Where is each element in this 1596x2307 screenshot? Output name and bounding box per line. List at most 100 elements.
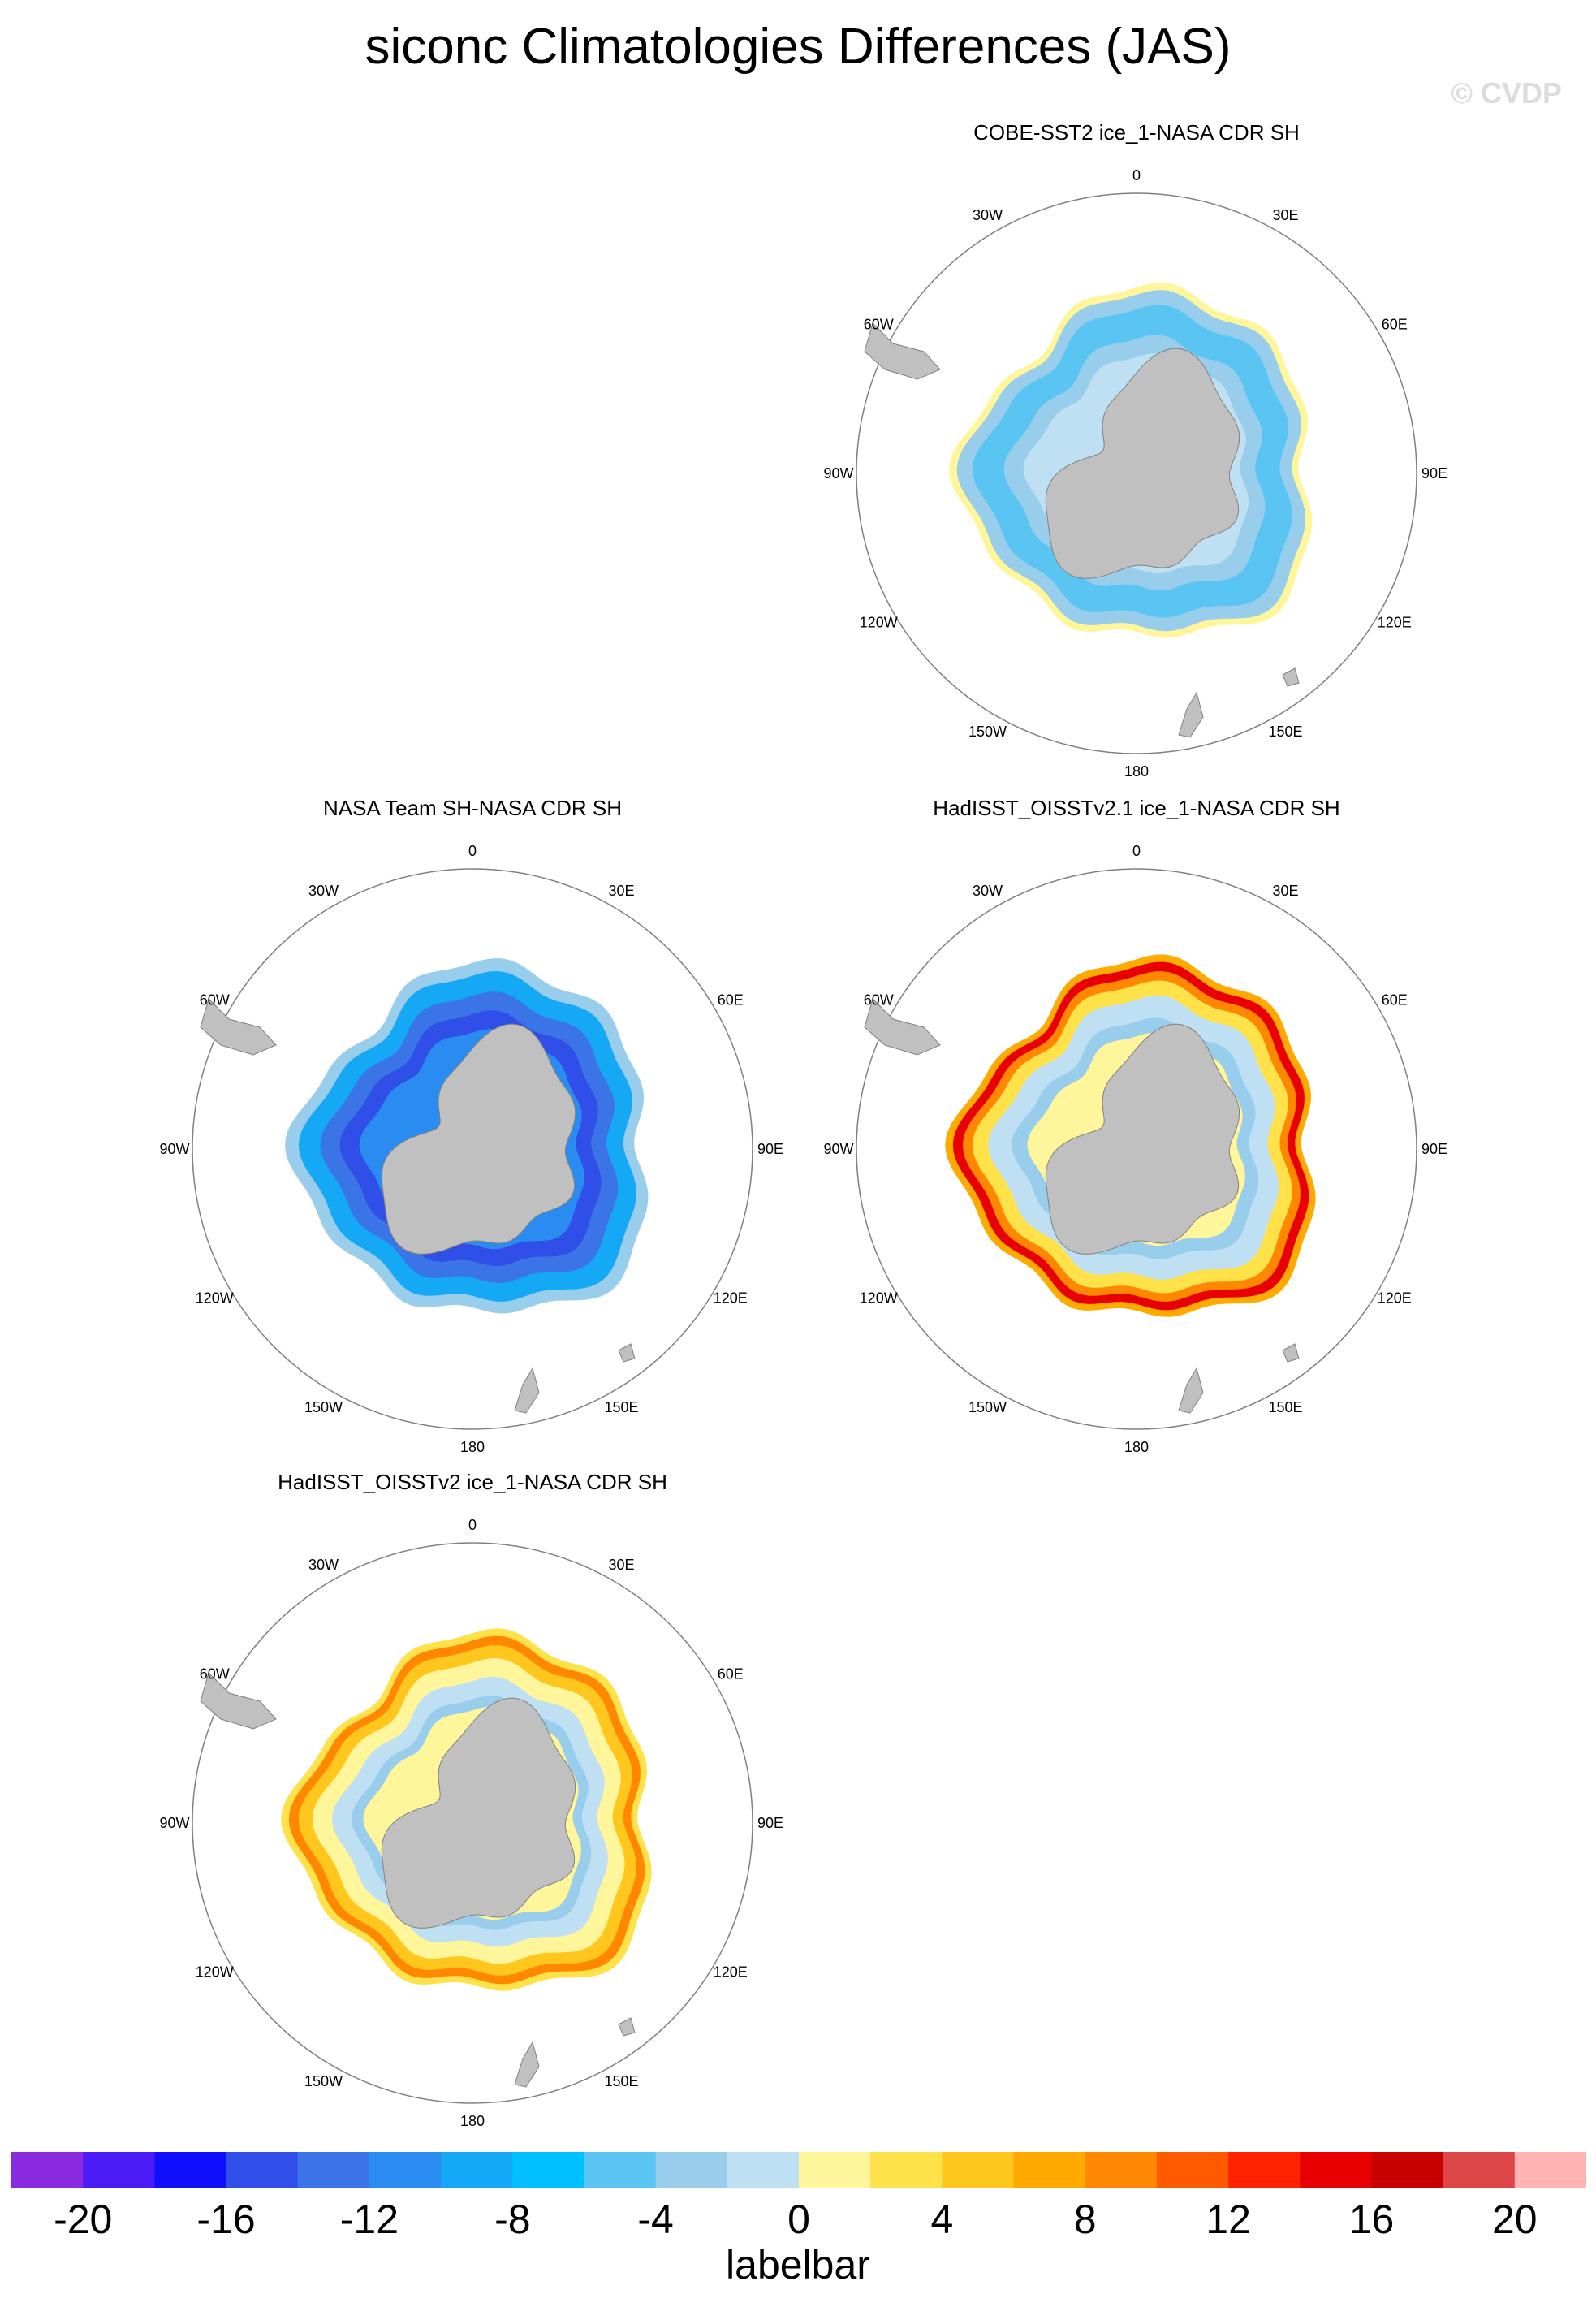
panel-title: COBE-SST2 ice_1-NASA CDR SH (973, 120, 1300, 145)
antarctica-land (1045, 1023, 1240, 1255)
colorbar-box (942, 2152, 1015, 2188)
longitude-label-top: 0 (468, 1517, 477, 1533)
new-zealand-land (1178, 1367, 1204, 1414)
colorbar-box (1443, 2152, 1516, 2188)
longitude-label-lower_left: 150W (304, 2073, 343, 2089)
map-panel-hadisst-oisstv21: HadISST_OISSTv2.1 ice_1-NASA CDR SH 0 30E… (812, 796, 1461, 1494)
antarctica-land (381, 1697, 576, 1929)
longitude-label-left_upper: 60W (864, 317, 894, 333)
longitude-label-left_lower: 120W (196, 1964, 234, 1981)
colorbar-box (1228, 2152, 1301, 2188)
colorbar-box (870, 2152, 943, 2188)
colorbar-box (1013, 2152, 1086, 2188)
longitude-label-right_lower: 120E (714, 1964, 748, 1981)
colorbar-box (1371, 2152, 1444, 2188)
tasmania-land (618, 2017, 636, 2037)
longitude-label-lower_left: 150W (968, 724, 1007, 740)
watermark: © CVDP (1451, 76, 1562, 110)
colorbar-box (512, 2152, 584, 2188)
colorbar-tick-label: -12 (340, 2197, 399, 2241)
longitude-label-upper_right: 30E (608, 883, 634, 899)
longitude-label-upper_right: 30E (608, 1557, 634, 1573)
longitude-label-bottom: 180 (1124, 1439, 1149, 1455)
figure-title: siconc Climatologies Differences (JAS) (364, 19, 1232, 75)
longitude-label-right_upper: 60E (718, 992, 744, 1009)
colorbar-box (11, 2152, 84, 2188)
south-america-land (864, 998, 941, 1056)
longitude-label-left_lower: 120W (196, 1290, 234, 1307)
colorbar-boxes (11, 2152, 1586, 2188)
longitude-label-left_upper: 60W (864, 992, 894, 1009)
panel-title: HadISST_OISSTv2.1 ice_1-NASA CDR SH (933, 796, 1340, 820)
south-america-land (200, 998, 277, 1056)
colorbar-box (1300, 2152, 1372, 2188)
colorbar-tick-label: 4 (930, 2197, 953, 2241)
longitude-label-left_lower: 120W (860, 615, 898, 631)
longitude-label-right: 90E (1421, 1141, 1447, 1157)
colorbar-box (727, 2152, 800, 2188)
longitude-label-upper_left: 30W (308, 1557, 339, 1573)
longitude-label-upper_right: 30E (1272, 883, 1298, 899)
colorbar-tick-label: -20 (54, 2197, 112, 2241)
longitude-label-right: 90E (757, 1815, 783, 1831)
panel-title: NASA Team SH-NASA CDR SH (323, 796, 622, 820)
longitude-label-left_upper: 60W (200, 1666, 230, 1683)
longitude-label-left: 90W (159, 1815, 189, 1831)
tasmania-land (1282, 1343, 1300, 1363)
longitude-label-left: 90W (823, 465, 853, 482)
longitude-label-right_upper: 60E (1382, 992, 1408, 1009)
colorbar-tick-label: 0 (787, 2197, 810, 2241)
longitude-label-bottom: 180 (460, 1439, 485, 1455)
colorbar-box (655, 2152, 728, 2188)
colorbar-box (441, 2152, 513, 2188)
colorbar-tick-label: 12 (1206, 2197, 1251, 2241)
longitude-label-lower_left: 150W (968, 1399, 1007, 1415)
longitude-label-left_lower: 120W (860, 1290, 898, 1307)
longitude-label-upper_left: 30W (308, 883, 339, 899)
longitude-label-upper_left: 30W (973, 883, 1003, 899)
longitude-label-right_lower: 120E (714, 1290, 748, 1307)
panel-title: HadISST_OISSTv2 ice_1-NASA CDR SH (278, 1470, 667, 1494)
longitude-label-bottom: 180 (460, 2113, 485, 2129)
longitude-label-right_upper: 60E (718, 1666, 744, 1683)
colorbar-box (799, 2152, 871, 2188)
longitude-label-right_lower: 120E (1378, 615, 1412, 631)
colorbar-box (83, 2152, 155, 2188)
longitude-label-lower_right: 150E (1268, 724, 1302, 740)
longitude-label-lower_left: 150W (304, 1399, 343, 1415)
map-panel-cobe: COBE-SST2 ice_1-NASA CDR SH 0 30E 60E 90E 12… (812, 120, 1461, 819)
colorbar-box (154, 2152, 227, 2188)
antarctica-land (1045, 348, 1240, 579)
map-panel-hadisst-oisstv2: HadISST_OISSTv2 ice_1-NASA CDR SH 0 30E 60… (148, 1470, 797, 2168)
longitude-label-top: 0 (1132, 167, 1141, 184)
colorbar-tick-label: -4 (637, 2197, 673, 2241)
colorbar-ticks: -20 -16 -12 -8 -4 0 4 8 12 16 20 (54, 2197, 1538, 2241)
longitude-label-right_upper: 60E (1382, 317, 1408, 333)
colorbar-tick-label: -16 (196, 2197, 255, 2241)
new-zealand-land (514, 1367, 540, 1414)
longitude-label-top: 0 (1132, 843, 1141, 859)
longitude-label-bottom: 180 (1124, 763, 1149, 780)
colorbar-box (1156, 2152, 1229, 2188)
colorbar-tick-label: -8 (494, 2197, 530, 2241)
longitude-label-right: 90E (757, 1141, 783, 1157)
longitude-label-upper_left: 30W (973, 207, 1003, 223)
longitude-label-upper_right: 30E (1272, 207, 1298, 223)
longitude-label-top: 0 (468, 843, 477, 859)
longitude-label-right: 90E (1421, 465, 1447, 482)
new-zealand-land (1178, 691, 1204, 738)
longitude-label-left_upper: 60W (200, 992, 230, 1009)
colorbar-tick-label: 8 (1074, 2197, 1097, 2241)
longitude-label-lower_right: 150E (604, 1399, 638, 1415)
colorbar-box (226, 2152, 299, 2188)
polar-map: 0 30E 60E 90E 120E 150E 180 150W 120W 90W 60W 30W (823, 843, 1447, 1455)
colorbar-label: labelbar (726, 2242, 870, 2288)
antarctica-land (381, 1023, 576, 1255)
colorbar-box (297, 2152, 370, 2188)
new-zealand-land (514, 2041, 540, 2088)
longitude-label-lower_right: 150E (604, 2073, 638, 2089)
colorbar-box (1085, 2152, 1158, 2188)
colorbar: -20 -16 -12 -8 -4 0 4 8 12 16 20 (11, 2152, 1586, 2241)
longitude-label-left: 90W (159, 1141, 189, 1157)
colorbar-box (1514, 2152, 1586, 2188)
